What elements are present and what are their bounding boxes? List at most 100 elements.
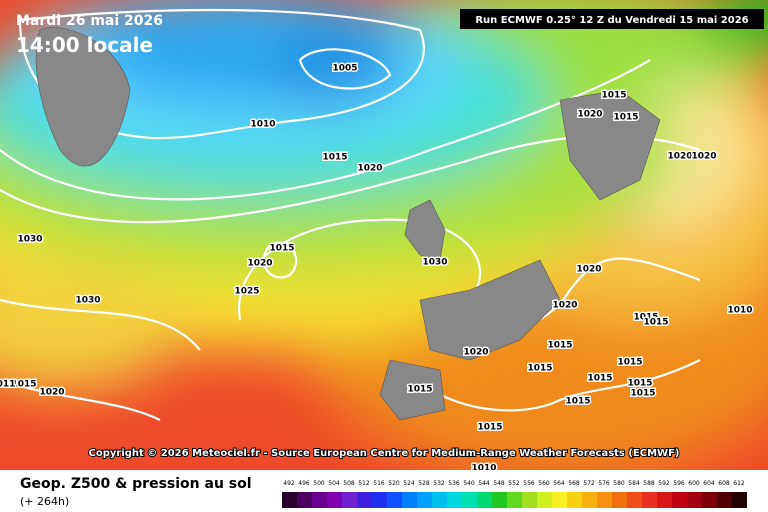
isobar-label: 1020 xyxy=(576,265,601,275)
isobar-label: 1015 xyxy=(587,374,612,384)
date: Mardi 26 mai 2026 xyxy=(16,13,163,29)
scale-swatch xyxy=(327,492,342,508)
scale-swatch xyxy=(552,492,567,508)
scale-swatch xyxy=(432,492,447,508)
isobar-label: 1005 xyxy=(332,64,357,74)
scale-swatch xyxy=(687,492,702,508)
isobar-label: 1020 xyxy=(247,259,272,269)
isobar-label: 1015 xyxy=(527,364,552,374)
color-scale: 492 496 500 504 508 512 516 520 524 528 532 536 540 5… xyxy=(282,480,747,508)
field xyxy=(0,0,768,480)
scale-label: 552 xyxy=(508,480,520,487)
scale-label: 548 xyxy=(493,480,505,487)
scale-swatch xyxy=(522,492,537,508)
scale-swatch xyxy=(477,492,492,508)
scale-swatch xyxy=(582,492,597,508)
scale-label: 528 xyxy=(418,480,430,487)
isobar-label: 1030 xyxy=(422,258,447,268)
isobar-label: 1020 xyxy=(39,388,64,398)
scale-label: 572 xyxy=(583,480,595,487)
scale-swatch xyxy=(402,492,417,508)
scale-label: 492 xyxy=(283,480,295,487)
isobar-label: 1010 xyxy=(250,120,275,130)
isobar-label: 1015 xyxy=(407,385,432,395)
scale-swatch xyxy=(567,492,582,508)
isobar-label: 1030 xyxy=(17,235,42,245)
scale-swatch xyxy=(417,492,432,508)
scale-label: 496 xyxy=(298,480,310,487)
scale-swatch xyxy=(342,492,357,508)
isobar-label: 1020 xyxy=(552,301,577,311)
scale-swatch xyxy=(732,492,747,508)
scale-label: 596 xyxy=(673,480,685,487)
scale-label: 508 xyxy=(343,480,355,487)
copyright: Copyright © 2026 Meteociel.fr - Source E… xyxy=(89,448,680,459)
time: 14:00 locale xyxy=(16,33,153,57)
scale-label: 540 xyxy=(463,480,475,487)
scale-label: 544 xyxy=(478,480,490,487)
scale-label: 500 xyxy=(313,480,325,487)
isobar-label: 1020 xyxy=(577,110,602,120)
isobar-label: 1015 xyxy=(601,91,626,101)
isobar-label: 1025 xyxy=(234,287,259,297)
legend-title: Geop. Z500 & pression au sol xyxy=(20,476,252,492)
scale-label: 600 xyxy=(688,480,700,487)
isobar-label: 1020 xyxy=(463,348,488,358)
isobar-label: 1015 xyxy=(269,244,294,254)
scale-swatch xyxy=(462,492,477,508)
isobar-label: 1020 xyxy=(667,152,692,162)
scale-swatch xyxy=(597,492,612,508)
scale-label: 564 xyxy=(553,480,565,487)
scale-label: 608 xyxy=(718,480,730,487)
scale-label: 580 xyxy=(613,480,625,487)
scale-swatch xyxy=(672,492,687,508)
scale-label: 568 xyxy=(568,480,580,487)
scale-swatch xyxy=(702,492,717,508)
scale-label: 520 xyxy=(388,480,400,487)
isobar-label: 011 xyxy=(0,380,15,390)
run-text: Run ECMWF 0.25° 12 Z du Vendredi 15 mai … xyxy=(475,15,748,26)
isobar-label: 1015 xyxy=(630,389,655,399)
scale-swatch xyxy=(312,492,327,508)
isobar-label: 1015 xyxy=(547,341,572,351)
scale-label: 560 xyxy=(538,480,550,487)
scale-label: 532 xyxy=(433,480,445,487)
scale-swatch xyxy=(612,492,627,508)
scale-label: 512 xyxy=(358,480,370,487)
scale-swatch xyxy=(387,492,402,508)
scale-swatch xyxy=(642,492,657,508)
scale-swatch xyxy=(657,492,672,508)
scale-swatch xyxy=(492,492,507,508)
scale-label: 604 xyxy=(703,480,715,487)
scale-label: 576 xyxy=(598,480,610,487)
scale-label: 584 xyxy=(628,480,640,487)
isobar-label: 1015 xyxy=(565,397,590,407)
scale-swatch xyxy=(537,492,552,508)
isobar-label: 1030 xyxy=(75,296,100,306)
scale-label: 504 xyxy=(328,480,340,487)
isobar-label: 1015 xyxy=(322,153,347,163)
isobar-label: 1015 xyxy=(613,113,638,123)
isobar-label: 1015 xyxy=(627,379,652,389)
isobar-labels: 1005101010151020103010151020102510301030… xyxy=(0,62,754,475)
scale-label: 524 xyxy=(403,480,415,487)
scale-swatch xyxy=(447,492,462,508)
scale-swatch xyxy=(507,492,522,508)
isobar-label: 1010 xyxy=(727,306,752,316)
run-box xyxy=(460,9,764,29)
isobar-label: 1015 xyxy=(477,423,502,433)
scale-label: 612 xyxy=(733,480,745,487)
isobar-label: 1015 xyxy=(11,380,36,390)
scale-swatch xyxy=(357,492,372,508)
scale-swatch xyxy=(297,492,312,508)
scale-label: 592 xyxy=(658,480,670,487)
scale-swatch xyxy=(372,492,387,508)
scale-label: 536 xyxy=(448,480,460,487)
scale-label: 588 xyxy=(643,480,655,487)
scale-swatch xyxy=(282,492,297,508)
scale-label: 516 xyxy=(373,480,385,487)
legend-lead: (+ 264h) xyxy=(20,495,69,508)
isobar-label: 1015 xyxy=(633,313,658,323)
